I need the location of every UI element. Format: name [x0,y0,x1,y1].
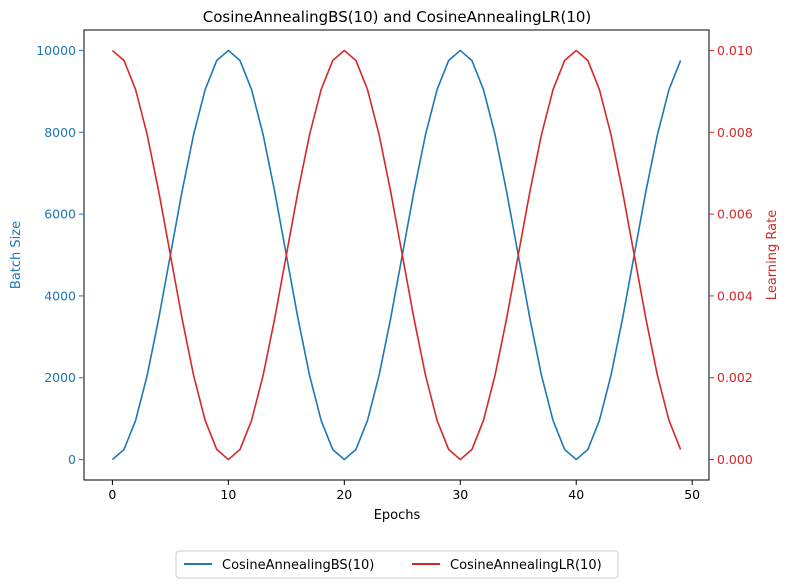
x-axis: 0 10 20 30 40 50 [108,480,700,502]
series-layer [111,49,682,461]
y-right-tick-label: 0.000 [717,452,753,467]
legend-label-bs: CosineAnnealingBS(10) [222,558,374,573]
legend-label-lr: CosineAnnealingLR(10) [450,558,602,573]
legend: CosineAnnealingBS(10) CosineAnnealingLR(… [175,550,619,579]
y-right-tick-label: 0.004 [717,288,753,303]
x-tick-label: 40 [568,487,584,502]
y-right-tick-label: 0.006 [717,207,753,222]
y-right-tick-label: 0.002 [717,370,753,385]
y-left-tick-label: 4000 [44,288,76,303]
y-left-tick-label: 10000 [36,43,76,58]
y-right-tick-label: 0.008 [717,125,753,140]
x-tick-label: 50 [684,487,700,502]
y-axis-right-title: Learning Rate [765,210,780,300]
y-axis-right: 0.000 0.002 0.004 0.006 0.008 0.010 [709,43,753,467]
y-axis-left: 0 2000 4000 6000 8000 10000 [36,43,84,467]
y-right-tick-label: 0.010 [717,43,753,58]
chart-title: CosineAnnealingBS(10) and CosineAnnealin… [203,8,592,26]
x-tick-label: 10 [220,487,236,502]
series-line-learning-rate [111,49,682,461]
x-tick-label: 20 [336,487,352,502]
legend-box [175,550,619,579]
y-left-tick-label: 0 [68,452,76,467]
x-tick-label: 0 [108,487,116,502]
x-axis-title: Epochs [374,508,421,523]
y-left-tick-label: 2000 [44,370,76,385]
x-tick-label: 30 [452,487,468,502]
plot-area [83,29,710,481]
axes-frame [83,29,710,481]
y-left-tick-label: 6000 [44,207,76,222]
y-left-tick-label: 8000 [44,125,76,140]
y-axis-left-title: Batch Size [9,221,24,289]
series-line-batch-size [111,49,682,461]
